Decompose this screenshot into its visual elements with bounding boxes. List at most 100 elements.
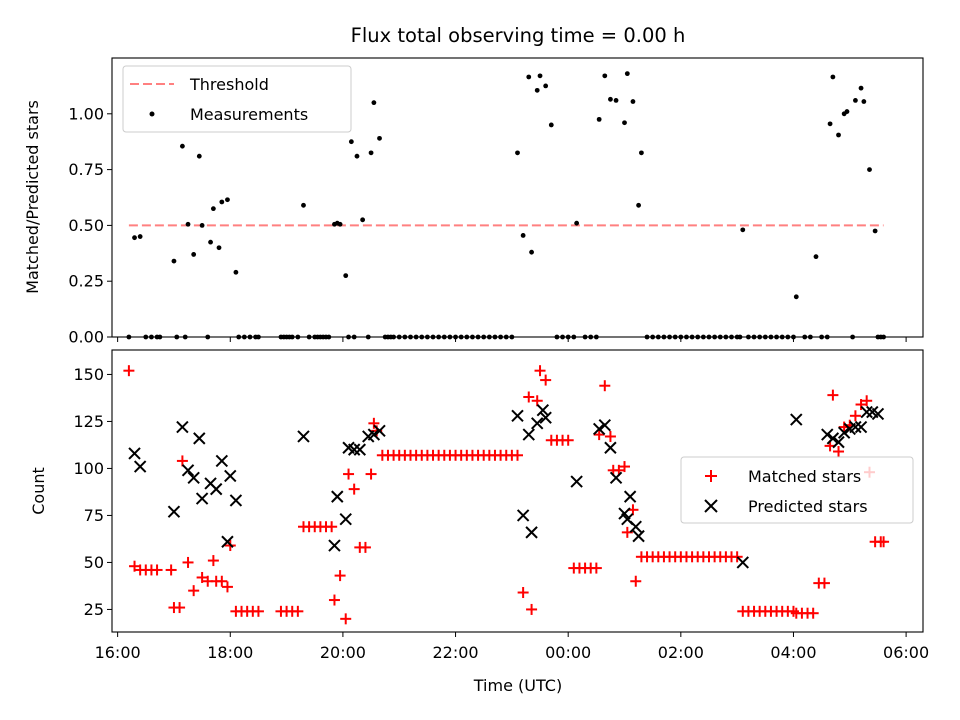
x-axis-label: Time (UTC): [473, 676, 562, 695]
bottom-legend: Matched stars Predicted stars: [680, 456, 914, 524]
measurement-point: [613, 98, 619, 103]
matched-star-point: [833, 446, 845, 458]
measurement-point: [413, 334, 419, 340]
measurement-point: [486, 334, 492, 340]
measurement-point: [424, 334, 430, 340]
measurement-point: [678, 334, 684, 340]
measurement-point: [196, 153, 202, 159]
measurement-point: [740, 227, 746, 233]
measurement-point: [348, 139, 354, 145]
measurement-point: [149, 334, 154, 340]
top-y-axis-label: Matched/Predicted stars: [23, 100, 42, 294]
legend-matched-label: Matched stars: [748, 467, 861, 486]
top-panel: 0.00 0.25 0.50 0.75 1.00 Matched/Predicted s…: [23, 57, 924, 347]
measurement-point: [746, 334, 751, 340]
bottom-y-tick-label: 100: [73, 459, 104, 478]
matched-star-point: [807, 607, 819, 619]
measurement-point: [723, 334, 729, 340]
bottom-y-tick-label: 150: [73, 365, 104, 384]
measurement-point: [779, 334, 785, 340]
measurement-point: [515, 150, 520, 156]
predicted-star-point: [821, 428, 834, 441]
measurement-point: [498, 334, 504, 340]
measurement-point: [608, 96, 613, 102]
top-plot-frame: [111, 57, 924, 338]
measurement-point: [301, 202, 306, 208]
predicted-star-point: [849, 420, 862, 434]
legend-threshold-label: Threshold: [189, 75, 269, 94]
measurement-point: [636, 202, 641, 208]
measurement-point: [661, 334, 667, 340]
matched-star-point: [334, 570, 346, 582]
predicted-star-point: [328, 539, 341, 552]
measurement-point: [208, 239, 213, 245]
measurement-point: [596, 116, 602, 122]
measurement-point: [807, 334, 813, 340]
measurement-point: [191, 252, 197, 257]
matched-star-point: [619, 461, 631, 473]
measurement-point: [695, 334, 701, 340]
predicted-star-point: [623, 490, 637, 503]
matched-star-point: [340, 613, 352, 625]
bottom-y-axis-ticks: 25 50 75 100 125 150: [73, 365, 112, 619]
measurement-point: [174, 334, 180, 340]
matched-star-point: [590, 562, 602, 574]
measurement-point: [830, 74, 836, 80]
predicted-stars-points: [128, 403, 885, 569]
measurement-point: [574, 220, 580, 226]
measurement-point: [346, 334, 351, 340]
measurement-point: [157, 334, 163, 340]
bottom-legend-box: [680, 456, 914, 524]
predicted-star-point: [297, 430, 310, 443]
measurement-point: [470, 334, 475, 340]
predicted-star-point: [516, 509, 530, 522]
measurement-point: [672, 334, 678, 340]
bottom-y-tick-label: 75: [84, 506, 104, 525]
measurement-point: [844, 109, 850, 114]
predicted-star-point: [367, 428, 381, 441]
measurement-point: [588, 334, 594, 340]
predicted-star-point: [536, 403, 550, 417]
measurement-point: [458, 334, 464, 340]
measurement-point: [185, 221, 191, 227]
matched-star-point: [593, 429, 605, 441]
measurement-point: [737, 334, 743, 340]
measurement-point: [644, 334, 650, 340]
measurement-point: [295, 334, 301, 340]
bottom-y-tick-label: 125: [73, 412, 104, 431]
measurement-point: [819, 334, 825, 340]
matched-star-point: [165, 564, 177, 576]
matched-star-point: [523, 391, 535, 403]
measurement-point: [526, 74, 532, 80]
top-y-tick-label: 0.00: [68, 328, 104, 347]
measurement-point: [836, 132, 841, 138]
predicted-star-point: [854, 420, 868, 434]
measurement-point: [560, 334, 565, 340]
measurement-point: [717, 334, 723, 340]
measurement-point: [402, 334, 408, 340]
predicted-star-point: [539, 411, 552, 424]
measurement-point: [520, 233, 526, 238]
predicted-star-point: [826, 432, 840, 445]
measurement-point: [791, 334, 796, 340]
matched-star-point: [252, 605, 264, 617]
measurement-point: [475, 334, 481, 340]
measurement-point: [571, 334, 577, 340]
bottom-x-tick-label: 06:00: [883, 643, 929, 662]
matched-star-point: [174, 602, 186, 614]
predicted-star-point: [133, 460, 147, 473]
predicted-star-point: [331, 490, 344, 503]
predicted-star-point: [832, 435, 845, 449]
measurement-points: [126, 71, 886, 340]
measurement-point: [785, 334, 791, 340]
predicted-star-point: [221, 535, 234, 548]
measurement-point: [219, 199, 225, 205]
measurement-point: [354, 153, 360, 159]
legend-measurements-label: Measurements: [190, 105, 308, 124]
measurement-point: [593, 334, 599, 340]
predicted-star-point: [736, 556, 749, 569]
predicted-star-point: [229, 494, 243, 507]
measurement-point: [706, 334, 712, 340]
measurement-point: [858, 85, 864, 91]
measurement-point: [343, 273, 349, 279]
